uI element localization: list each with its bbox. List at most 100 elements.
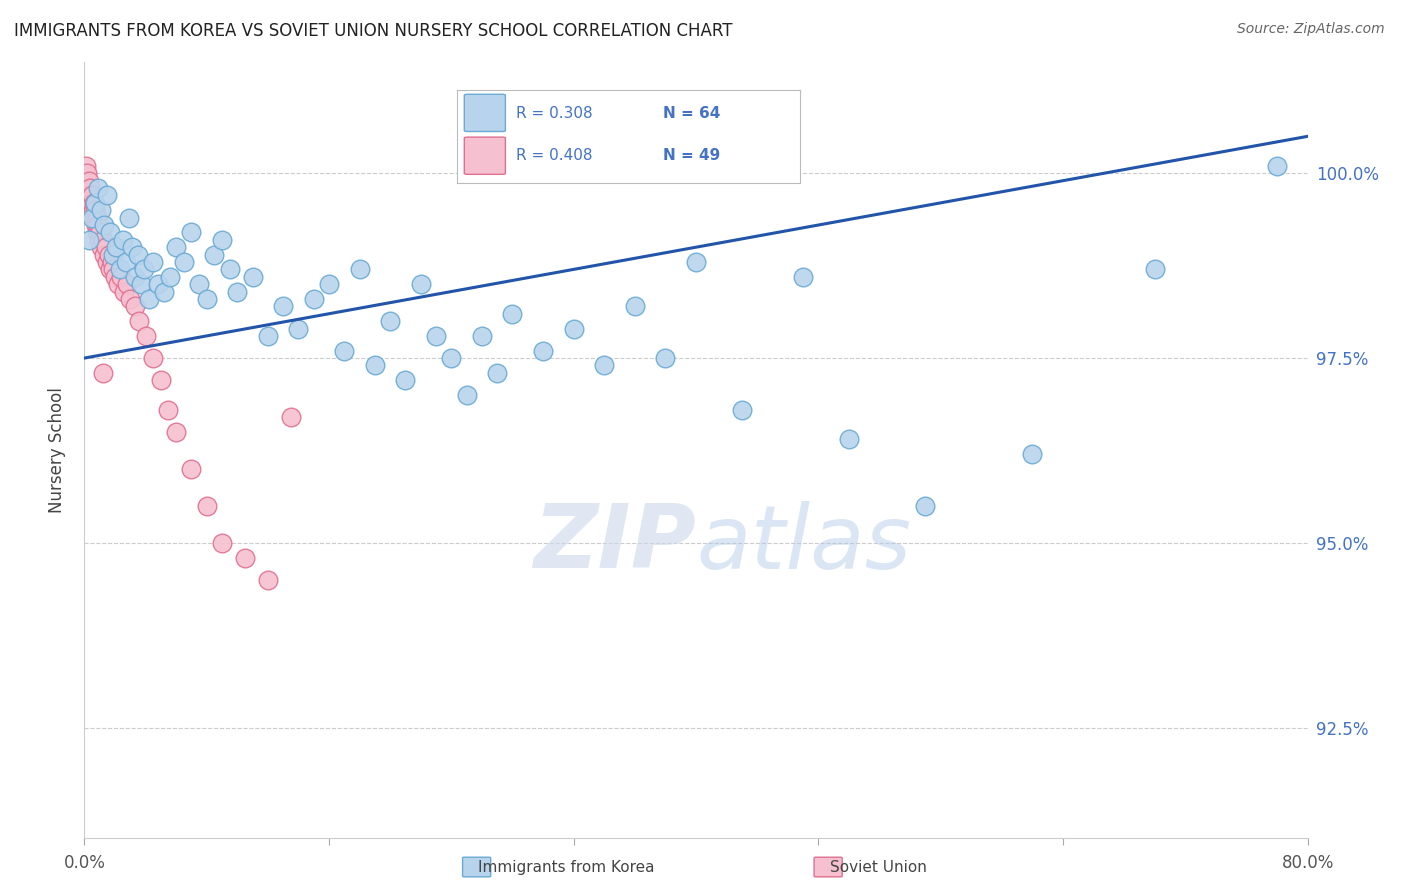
Point (103, 247, 125, 261)
Point (87, 218, 110, 232)
Point (121, 240, 143, 254)
Point (86, 211, 108, 225)
Point (142, 351, 165, 365)
Point (86, 226, 108, 240)
Point (87, 181, 110, 195)
Point (318, 277, 340, 292)
Point (101, 255, 124, 269)
Point (280, 410, 302, 425)
Point (75, 159, 97, 173)
Point (82, 203, 104, 218)
Point (110, 269, 132, 284)
Point (257, 573, 280, 587)
Point (128, 314, 150, 328)
Point (685, 255, 707, 269)
Point (124, 299, 146, 313)
Point (91, 233, 114, 247)
Point (138, 292, 160, 306)
Point (226, 285, 249, 299)
Point (792, 269, 814, 284)
Point (129, 277, 152, 292)
Point (84, 203, 107, 218)
Point (83, 195, 105, 210)
Point (380, 314, 402, 328)
Point (165, 425, 187, 439)
Text: Source: ZipAtlas.com: Source: ZipAtlas.com (1237, 22, 1385, 37)
Point (188, 277, 211, 292)
Point (157, 402, 180, 417)
Point (96, 188, 118, 202)
Point (103, 262, 125, 277)
Point (93, 218, 115, 232)
Point (1265, 159, 1288, 173)
Point (98, 226, 121, 240)
Point (838, 433, 860, 447)
Point (233, 550, 256, 565)
Point (76, 174, 98, 188)
Point (456, 388, 478, 402)
Point (302, 292, 325, 306)
Point (142, 255, 165, 269)
Point (562, 321, 585, 335)
Point (1143, 262, 1166, 277)
Point (89, 226, 111, 240)
Point (257, 329, 280, 343)
Point (83, 211, 105, 225)
Point (76, 166, 98, 180)
Point (333, 343, 356, 358)
Point (105, 240, 128, 254)
Point (97, 247, 120, 261)
Point (159, 269, 181, 284)
Point (77, 181, 100, 195)
Point (624, 299, 647, 313)
Point (731, 402, 754, 417)
Point (409, 277, 432, 292)
Point (80, 188, 103, 202)
Point (287, 321, 309, 335)
Point (531, 343, 554, 358)
Point (195, 499, 218, 513)
Point (93, 247, 115, 261)
Point (118, 211, 141, 225)
Point (91, 366, 114, 380)
Point (218, 262, 240, 277)
Point (96, 255, 118, 269)
Point (124, 269, 146, 284)
Point (90, 240, 112, 254)
Point (77, 174, 100, 188)
Point (79, 181, 101, 195)
Point (80, 195, 103, 210)
Text: ZIP: ZIP (533, 500, 696, 587)
Point (146, 277, 169, 292)
Point (132, 262, 155, 277)
Point (94, 240, 117, 254)
Point (173, 255, 195, 269)
Point (271, 299, 294, 313)
Point (108, 262, 131, 277)
Point (149, 373, 172, 387)
Point (394, 373, 416, 387)
Point (364, 359, 387, 373)
Point (98, 262, 121, 277)
Point (471, 329, 494, 343)
Point (107, 277, 129, 292)
Point (104, 269, 127, 284)
Point (195, 292, 218, 306)
Point (77, 233, 100, 247)
Text: IMMIGRANTS FROM KOREA VS SOVIET UNION NURSERY SCHOOL CORRELATION CHART: IMMIGRANTS FROM KOREA VS SOVIET UNION NU… (14, 22, 733, 40)
Point (75, 166, 97, 180)
Point (180, 462, 202, 476)
Point (486, 366, 509, 380)
Point (349, 262, 371, 277)
Point (165, 240, 187, 254)
Point (242, 269, 264, 284)
Point (84, 195, 107, 210)
Point (90, 203, 112, 218)
Point (440, 351, 463, 365)
Text: Immigrants from Korea: Immigrants from Korea (478, 860, 655, 874)
Point (79, 188, 101, 202)
Point (153, 285, 176, 299)
Point (211, 536, 233, 550)
Point (914, 499, 936, 513)
Point (115, 277, 138, 292)
